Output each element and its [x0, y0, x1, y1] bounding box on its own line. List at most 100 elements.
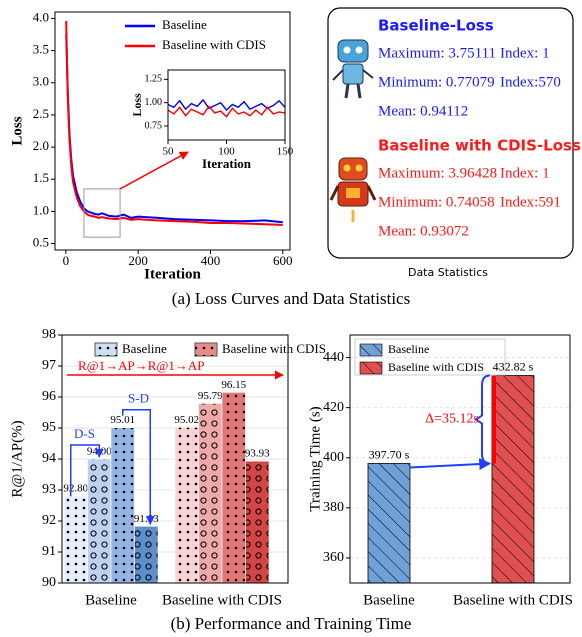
y-axis-label: Training Time (s) — [307, 406, 323, 511]
value-label: 95.79 — [198, 390, 223, 402]
stats-min: Minimum: 0.74058 — [378, 194, 495, 210]
stats-title: Baseline-Loss — [378, 17, 494, 35]
zoom-box — [83, 188, 121, 238]
robot-red — [329, 157, 377, 222]
annotation: R@1→AP→R@1→AP — [78, 358, 205, 373]
y-tick-label: 420 — [323, 400, 344, 415]
y-tick-label: 2.0 — [33, 138, 49, 153]
bar-pattern — [221, 392, 246, 584]
stats-max-index: Index: 1 — [500, 165, 550, 181]
y-tick-label: 3.0 — [33, 74, 49, 89]
y-tick-label: 1.5 — [33, 170, 49, 185]
annotation: Δ=35.12s — [425, 412, 479, 427]
legend-label: Baseline with CDIS — [162, 37, 266, 52]
y-tick-label: 2.5 — [33, 106, 49, 121]
stats-mean: Mean: 0.94112 — [378, 103, 468, 119]
value-label: 397.70 s — [369, 447, 410, 461]
robot-blue — [332, 39, 374, 99]
y-tick-label: 98 — [42, 327, 56, 342]
stats-box — [327, 7, 574, 259]
zoom-arrow — [119, 151, 189, 190]
x-tick-label: 100 — [218, 146, 235, 158]
y-tick-label: 0.5 — [33, 235, 49, 250]
y-tick-label: 440 — [323, 350, 344, 365]
plot-frame — [61, 334, 289, 584]
y-tick-label: 91 — [42, 544, 56, 559]
caption: (a) Loss Curves and Data Statistics — [172, 289, 410, 308]
stats-max: Maximum: 3.75111 — [378, 45, 496, 61]
y-tick-label: 93 — [42, 482, 56, 497]
legend-label: Baseline — [162, 17, 207, 32]
y-tick-label: 0.75 — [145, 120, 163, 131]
bar-pattern — [134, 525, 159, 584]
y-axis-label: Loss — [9, 116, 25, 145]
line-series — [167, 105, 286, 118]
stats-min-index: Index:570 — [500, 74, 561, 90]
caption: (b) Performance and Training Time — [171, 614, 412, 633]
y-tick-label: 3.5 — [33, 42, 49, 57]
legend-label: Baseline — [388, 342, 429, 356]
bar-pattern — [245, 460, 270, 584]
bar-pattern — [174, 427, 199, 584]
stats-min: Minimum: 0.77079 — [378, 74, 495, 90]
x-tick-label: 50 — [163, 146, 175, 158]
y-tick-label: 94 — [42, 451, 56, 466]
annotation-arrow — [70, 444, 104, 497]
x-tick-label: Baseline — [363, 592, 415, 608]
y-tick-label: 400 — [323, 450, 344, 465]
x-tick-label: 0 — [63, 253, 70, 268]
delta-arrow — [409, 458, 492, 471]
y-axis-label: R@1/AP(%) — [9, 420, 25, 497]
y-tick-label: 1.0 — [33, 202, 49, 217]
value-label: 432.82 s — [493, 359, 534, 373]
x-tick-label: 200 — [128, 253, 148, 268]
bar-pattern — [87, 458, 112, 584]
x-tick-label: 600 — [273, 253, 293, 268]
bar-pattern — [110, 427, 135, 584]
line-series — [65, 20, 283, 226]
inset-x-label: Iteration — [202, 156, 252, 171]
y-tick-label: 360 — [323, 550, 344, 565]
plot-frame — [349, 334, 571, 584]
y-tick-label: 96 — [42, 389, 56, 404]
value-label: 93.93 — [245, 448, 270, 460]
x-tick-label: Baseline with CDIS — [162, 592, 282, 608]
x-tick-label: Baseline with CDIS — [453, 592, 573, 608]
value-label: 96.15 — [221, 379, 246, 391]
annotation: D-S — [74, 426, 95, 441]
x-tick-label: 400 — [201, 253, 221, 268]
y-tick-label: 97 — [42, 358, 56, 373]
line-series — [167, 98, 286, 112]
legend-swatch-pattern — [359, 343, 383, 357]
x-tick-label: Baseline — [85, 592, 137, 608]
legend-label: Baseline with CDIS — [222, 341, 326, 356]
legend-swatch-pattern — [195, 343, 217, 356]
y-tick-label: 4.0 — [33, 9, 49, 24]
bar-pattern — [198, 403, 223, 584]
y-tick-label: 1.25 — [145, 74, 163, 85]
legend-label: Baseline with CDIS — [388, 360, 484, 374]
bar-pattern — [367, 463, 411, 584]
y-tick-label: 95 — [42, 420, 56, 435]
legend-swatch-pattern — [359, 361, 383, 375]
value-label: 95.02 — [174, 414, 199, 426]
legend-label: Baseline — [122, 341, 167, 356]
legend-swatch-pattern — [95, 343, 117, 356]
value-label: 91.83 — [134, 513, 159, 525]
plot-frame — [54, 11, 291, 251]
x-tick-label: 150 — [277, 146, 294, 158]
stats-mean: Mean: 0.93072 — [378, 223, 469, 239]
y-tick-label: 90 — [42, 575, 56, 590]
inset-y-label: Loss — [130, 93, 144, 117]
annotation: S-D — [128, 391, 149, 406]
stats-min-index: Index:591 — [500, 194, 561, 210]
stats-max: Maximum: 3.96428 — [378, 165, 497, 181]
stats-caption: Data Statistics — [408, 266, 488, 279]
y-tick-label: 380 — [323, 500, 344, 515]
annotation-arrow — [122, 408, 155, 526]
line-series — [65, 34, 283, 224]
y-tick-label: 1.00 — [145, 97, 163, 108]
inset-bg — [168, 70, 285, 140]
bar-pattern — [491, 375, 535, 584]
